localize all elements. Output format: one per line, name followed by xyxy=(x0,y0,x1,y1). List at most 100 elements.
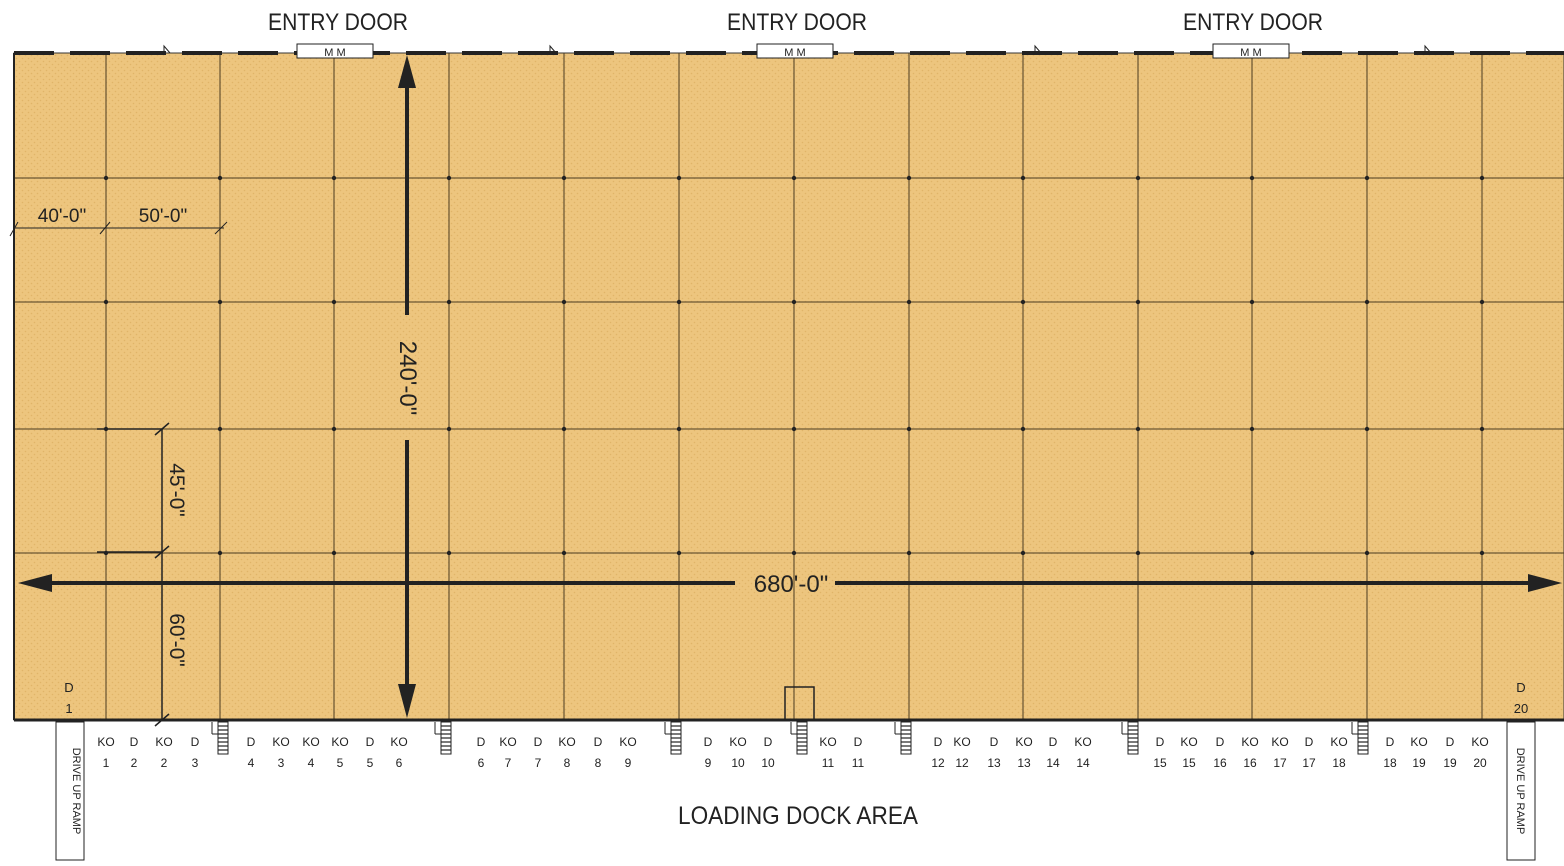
door-swing xyxy=(1424,44,1432,54)
interior-marker-d20-top: D xyxy=(1516,680,1525,695)
dock-number-label: 16 xyxy=(1213,756,1227,770)
dock-number-label: 4 xyxy=(308,756,315,770)
depth-arrow-bottom xyxy=(398,684,416,718)
loading-dock-area-label: LOADING DOCK AREA xyxy=(678,802,918,830)
column-point xyxy=(217,550,223,556)
dock-number-label: 9 xyxy=(705,756,712,770)
column-point xyxy=(561,299,567,305)
column-point xyxy=(331,426,337,432)
column-point xyxy=(103,175,109,181)
drive-up-ramp-right: DRIVE UP RAMP xyxy=(1506,721,1536,861)
dock-number-label: 12 xyxy=(931,756,945,770)
dock-type-label: D xyxy=(477,735,486,749)
dock-type-label: KO xyxy=(1241,735,1258,749)
drive-up-ramp-left: DRIVE UP RAMP xyxy=(55,721,85,861)
entry-door-label-2: ENTRY DOOR xyxy=(727,9,867,36)
bay-width-label: 50'-0" xyxy=(139,206,187,227)
dock-type-label: D xyxy=(990,735,999,749)
stair-symbol xyxy=(1121,721,1139,755)
door-swing xyxy=(1034,44,1042,54)
dock-type-label: KO xyxy=(499,735,516,749)
column-point xyxy=(1020,299,1026,305)
dock-number-label: 10 xyxy=(761,756,775,770)
column-point xyxy=(1364,299,1370,305)
column-point xyxy=(1479,550,1485,556)
dock-type-label: KO xyxy=(619,735,636,749)
column-point xyxy=(1364,426,1370,432)
column-point xyxy=(676,175,682,181)
dock-type-label: KO xyxy=(558,735,575,749)
column-point xyxy=(906,175,912,181)
dock-type-label: D xyxy=(594,735,603,749)
length-arrow-left xyxy=(18,574,52,592)
dock-number-label: 5 xyxy=(367,756,374,770)
dock-type-label: D xyxy=(1049,735,1058,749)
dock-type-label: D xyxy=(366,735,375,749)
dock-number-label: 9 xyxy=(625,756,632,770)
dock-type-label: D xyxy=(247,735,256,749)
dock-type-label: KO xyxy=(819,735,836,749)
door-swing xyxy=(549,44,557,54)
column-point xyxy=(1364,550,1370,556)
building-depth-label: 240'-0" xyxy=(394,341,421,415)
dock-number-label: 6 xyxy=(478,756,485,770)
entry-door-3: M M xyxy=(1212,43,1290,59)
dock-stairs xyxy=(211,721,1369,755)
dock-type-label: D xyxy=(534,735,543,749)
column-point xyxy=(1135,550,1141,556)
dock-type-label: KO xyxy=(1015,735,1032,749)
column-point xyxy=(1249,426,1255,432)
column-grid xyxy=(14,53,1564,720)
dock-number-label: 18 xyxy=(1332,756,1346,770)
drive-up-ramp-right-label: DRIVE UP RAMP xyxy=(1514,748,1526,835)
dock-type-label: D xyxy=(1386,735,1395,749)
dock-number-label: 19 xyxy=(1412,756,1426,770)
drive-up-ramp-left-label: DRIVE UP RAMP xyxy=(70,748,82,835)
column-point xyxy=(676,426,682,432)
dock-number-label: 15 xyxy=(1182,756,1196,770)
column-point xyxy=(217,299,223,305)
dock-number-label: 3 xyxy=(278,756,285,770)
column-point xyxy=(1364,175,1370,181)
column-point xyxy=(906,550,912,556)
column-point xyxy=(1479,426,1485,432)
dock-type-label: KO xyxy=(331,735,348,749)
dock-number-label: 2 xyxy=(131,756,138,770)
dock-type-label: D xyxy=(1216,735,1225,749)
dock-number-label: 4 xyxy=(248,756,255,770)
column-point xyxy=(676,550,682,556)
dock-type-label: D xyxy=(191,735,200,749)
column-point xyxy=(331,175,337,181)
interior-marker-d1-top: D xyxy=(64,680,73,695)
dock-number-label: 15 xyxy=(1153,756,1167,770)
svg-text:M M: M M xyxy=(784,47,805,59)
column-point xyxy=(906,299,912,305)
interior-marker-d1-bottom: 1 xyxy=(65,701,72,716)
column-point xyxy=(561,550,567,556)
dock-positions: KO 1 D 2 KO 2 D 3 D 4 KO 3 KO 4 KO 5 D 5 KO 6 D 6 KO 7 D 7 KO 8 D 8 KO… xyxy=(97,735,1488,770)
dock-type-label: KO xyxy=(97,735,114,749)
dock-number-label: 10 xyxy=(731,756,745,770)
dock-number-label: 2 xyxy=(161,756,168,770)
dock-number-label: 13 xyxy=(987,756,1001,770)
dock-number-label: 11 xyxy=(852,756,865,770)
dock-type-label: KO xyxy=(953,735,970,749)
dock-type-label: KO xyxy=(302,735,319,749)
bay-end-width-label: 40'-0" xyxy=(38,206,86,227)
column-point xyxy=(1020,550,1026,556)
bay-depth-dimension xyxy=(97,422,170,727)
entry-door-2: M M xyxy=(756,43,834,59)
column-point xyxy=(906,426,912,432)
interior-marker-d20-bottom: 20 xyxy=(1514,701,1528,716)
dock-type-label: D xyxy=(934,735,943,749)
dock-type-label: KO xyxy=(1410,735,1427,749)
stair-symbol xyxy=(664,721,682,755)
dock-number-label: 11 xyxy=(822,756,835,770)
column-point xyxy=(1135,175,1141,181)
stair-symbol xyxy=(1351,721,1369,755)
column-point xyxy=(561,175,567,181)
dock-number-label: 17 xyxy=(1273,756,1287,770)
svg-text:M M: M M xyxy=(1240,47,1261,59)
column-point xyxy=(1249,299,1255,305)
dock-type-label: D xyxy=(1156,735,1165,749)
